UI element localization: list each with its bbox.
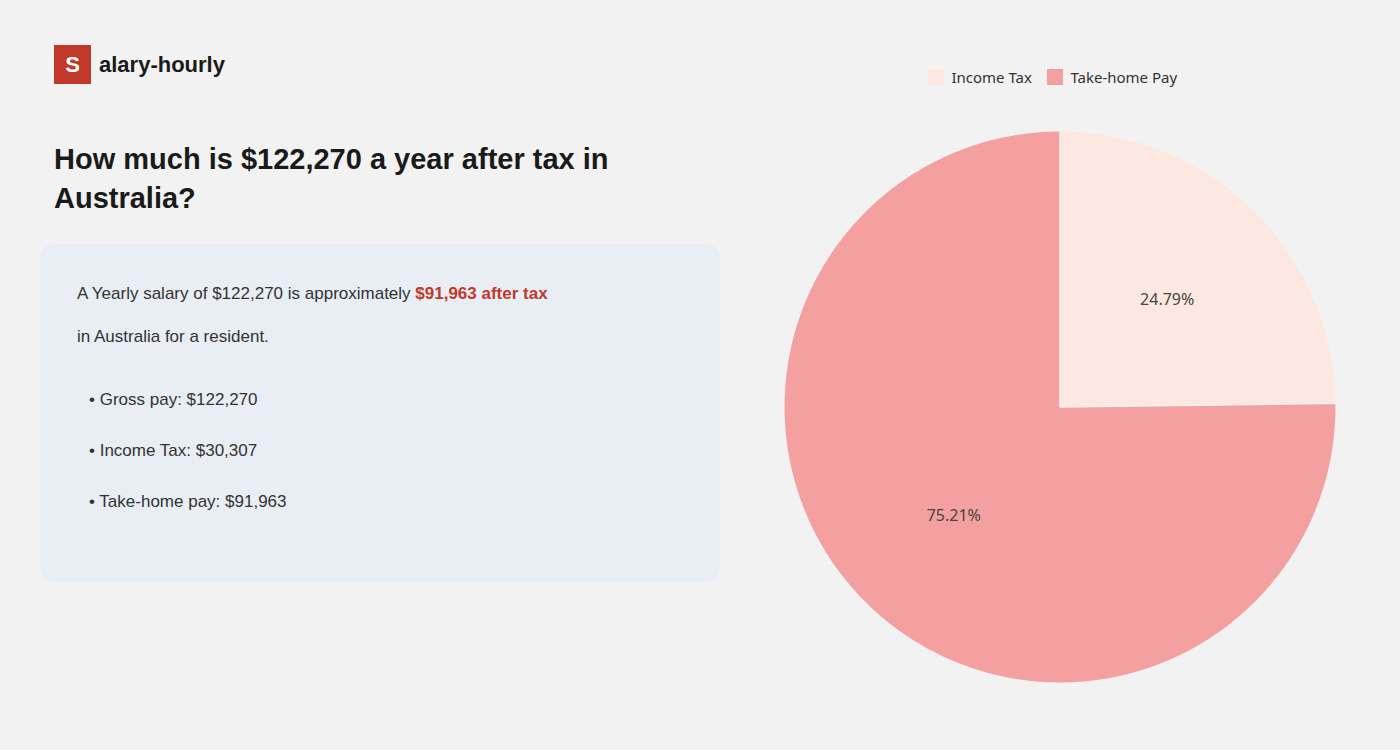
svg-text:75.21%: 75.21% [927,503,981,525]
html-text:alary-hourly: alary-hourly [99,51,225,77]
html-text:in Australia for a resident.: in Australia for a resident. [77,327,269,346]
html-text:How much is $122,270 a year af: How much is $122,270 a year after tax in… [54,143,609,215]
html-text:A Yearly salary of $122,270 is: A Yearly salary of $122,270 is approxima… [77,284,548,303]
html-text:Income Tax: Income Tax [951,66,1032,87]
html-text:S: S [65,51,80,77]
svg-text:24.79%: 24.79% [1140,287,1194,309]
html-text:• Take-home pay: $91,963: • Take-home pay: $91,963 [89,492,287,511]
html-text:• Income Tax: $30,307: • Income Tax: $30,307 [89,441,258,460]
html-text:Take-home Pay: Take-home Pay [1070,66,1178,87]
html-text:• Gross pay: $122,270: • Gross pay: $122,270 [89,390,258,409]
